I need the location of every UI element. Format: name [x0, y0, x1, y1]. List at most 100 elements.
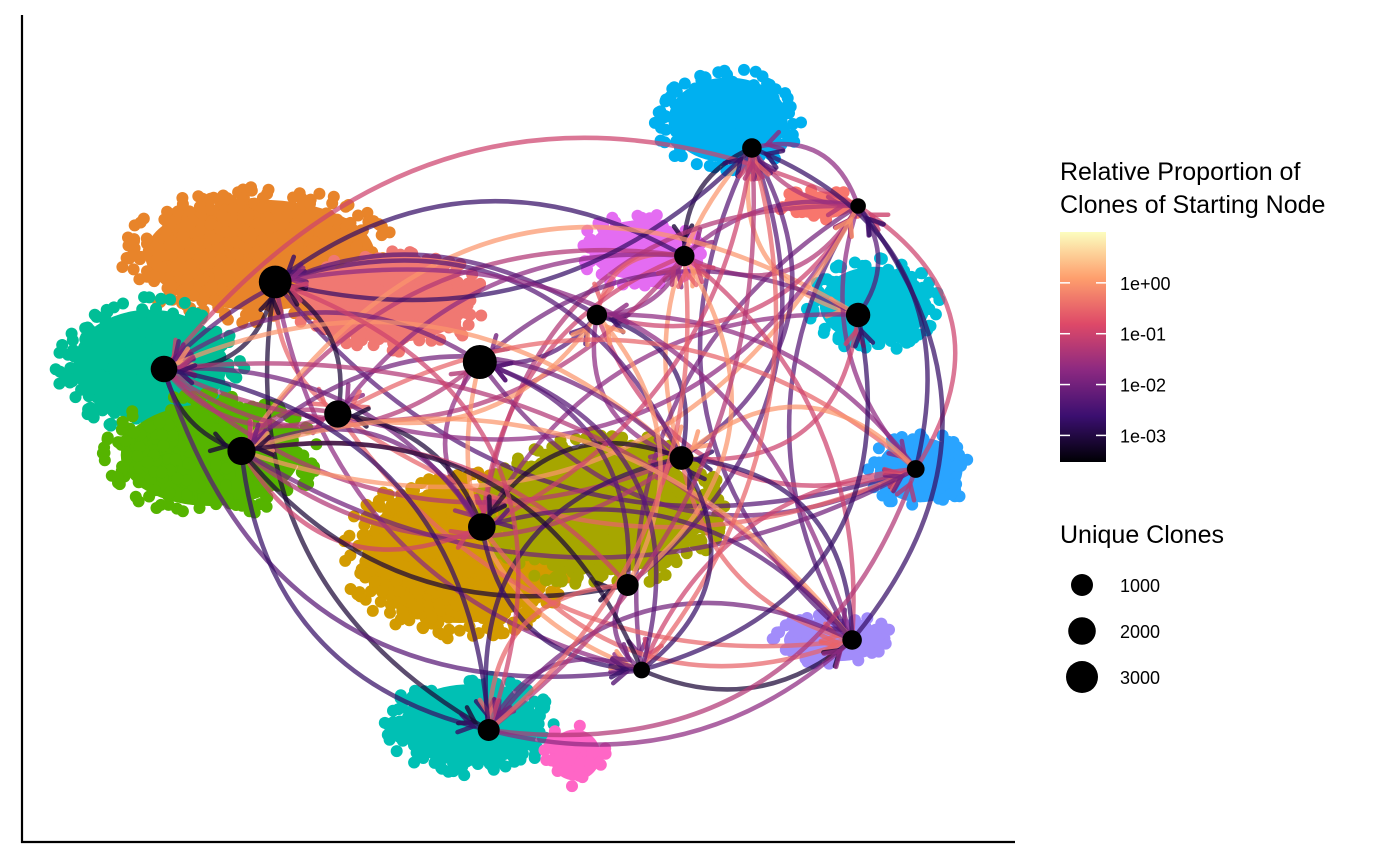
edge-arrowhead [742, 159, 766, 181]
cluster-point [883, 326, 896, 339]
cluster-point [675, 121, 688, 134]
edge-K-Q [483, 455, 684, 733]
cluster-point [167, 429, 179, 442]
cluster-point [506, 713, 519, 726]
cluster-point [67, 344, 80, 357]
cluster-point [359, 567, 372, 580]
size-key-dot [1066, 661, 1098, 693]
node-C [674, 245, 695, 267]
cluster-point [635, 447, 648, 460]
cluster-point [374, 595, 387, 608]
cluster-point [231, 248, 244, 260]
cluster-point [705, 87, 718, 100]
cluster-point [514, 753, 527, 766]
cluster-point [865, 629, 878, 642]
edge-L-B [855, 203, 958, 472]
cluster-point [712, 66, 725, 79]
cluster-point [453, 624, 466, 637]
cluster-point [79, 333, 92, 346]
cluster-point [85, 342, 98, 355]
cluster-point [373, 284, 386, 297]
cluster-point [212, 264, 225, 277]
edge-J-B [239, 203, 861, 490]
cluster-point [478, 581, 491, 594]
cluster-point [545, 754, 558, 767]
edge-I-L [335, 411, 918, 530]
cluster-point [127, 376, 140, 389]
cluster-point [379, 568, 392, 580]
cluster-point [344, 216, 357, 229]
edge-L-P [639, 466, 918, 673]
cluster-point [862, 463, 875, 476]
edge-O-C [682, 253, 856, 643]
cluster-point [471, 758, 484, 770]
cluster-point [654, 105, 667, 118]
size-key-label: 3000 [1120, 668, 1160, 688]
node-L [906, 460, 925, 478]
size-key-label: 1000 [1120, 576, 1160, 596]
cluster-point [559, 757, 572, 770]
edge-G-P [161, 366, 644, 679]
colorbar-tick-label: 1e-02 [1120, 376, 1166, 396]
cluster-point [690, 158, 703, 171]
cluster-point [165, 247, 177, 260]
cluster-point [501, 538, 514, 551]
cluster-point [143, 421, 156, 434]
edge-C-J [239, 248, 687, 454]
node-D [258, 265, 292, 299]
cluster-point [104, 331, 117, 344]
transition-edges [161, 129, 958, 747]
cluster-point [99, 316, 112, 329]
cluster-point [408, 722, 421, 734]
cluster-point [116, 415, 129, 428]
cluster-point [343, 283, 356, 296]
cluster-point [289, 217, 302, 230]
cluster-point [98, 390, 111, 403]
cluster-point [878, 310, 891, 323]
cluster-point [230, 499, 243, 511]
edge-P-A [639, 145, 779, 673]
cluster-point [344, 549, 357, 562]
cluster-point [929, 308, 942, 321]
cluster-point [939, 457, 952, 470]
cluster-point [216, 209, 229, 222]
cluster-point [327, 190, 340, 203]
edge-J-N [239, 448, 630, 599]
cluster-point [528, 569, 541, 582]
edge-arrowhead [604, 323, 626, 346]
axes [20, 15, 1015, 844]
cluster-point [761, 77, 774, 90]
cluster-point [618, 231, 630, 244]
cluster-point [476, 568, 489, 581]
edge-M-P [479, 524, 644, 673]
edge-O-M [479, 507, 855, 643]
cluster-point [117, 297, 129, 310]
cluster-point [437, 752, 450, 765]
cluster-point [461, 754, 473, 767]
cluster-point [85, 373, 98, 386]
cluster-point [420, 731, 433, 744]
cluster-point [245, 181, 257, 194]
cluster-point [351, 587, 364, 600]
cluster-point [182, 315, 195, 328]
cluster-point [468, 605, 481, 618]
cluster-point [367, 339, 380, 352]
cluster-point [520, 716, 533, 729]
cluster-point [674, 100, 687, 113]
cluster-point [143, 490, 156, 503]
cluster-point [801, 655, 814, 668]
colorbar-tick-label: 1e-03 [1120, 426, 1166, 446]
cluster-point [392, 703, 405, 716]
cluster-point [75, 383, 88, 396]
cluster-point [126, 410, 139, 423]
cluster-point [583, 755, 595, 768]
cluster-point [220, 479, 232, 492]
cluster-point [375, 229, 388, 242]
cluster-point [327, 278, 340, 291]
edge-arrowhead [253, 434, 275, 457]
cluster-point [312, 279, 325, 292]
cluster-point [207, 191, 220, 204]
cluster-point [413, 334, 426, 347]
cluster-point [442, 765, 455, 778]
edge-E-M [479, 312, 861, 530]
